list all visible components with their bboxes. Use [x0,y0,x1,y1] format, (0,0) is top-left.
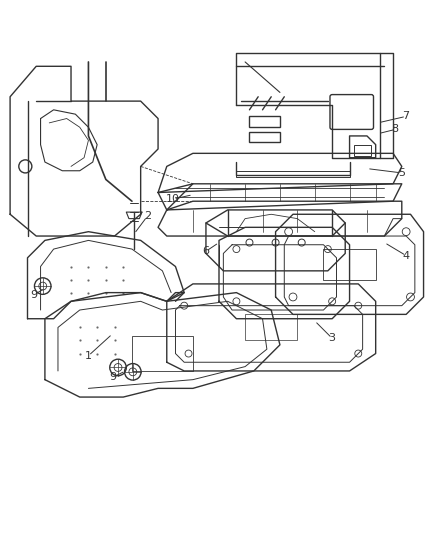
Text: 8: 8 [392,124,399,134]
Text: 6: 6 [202,246,209,256]
Bar [354,144,371,156]
Text: 10: 10 [166,194,180,204]
Bar [237,171,350,177]
Bar [132,336,193,371]
Bar [323,249,376,279]
Bar [245,314,297,341]
Text: 9: 9 [31,290,38,300]
Text: 2: 2 [144,212,151,221]
Text: 4: 4 [403,251,410,261]
Text: 5: 5 [398,168,405,178]
Bar [250,132,280,142]
Text: 7: 7 [403,111,410,122]
Text: 1: 1 [85,351,92,361]
Bar [250,116,280,127]
Text: 3: 3 [328,333,336,343]
Text: 9: 9 [109,373,116,383]
